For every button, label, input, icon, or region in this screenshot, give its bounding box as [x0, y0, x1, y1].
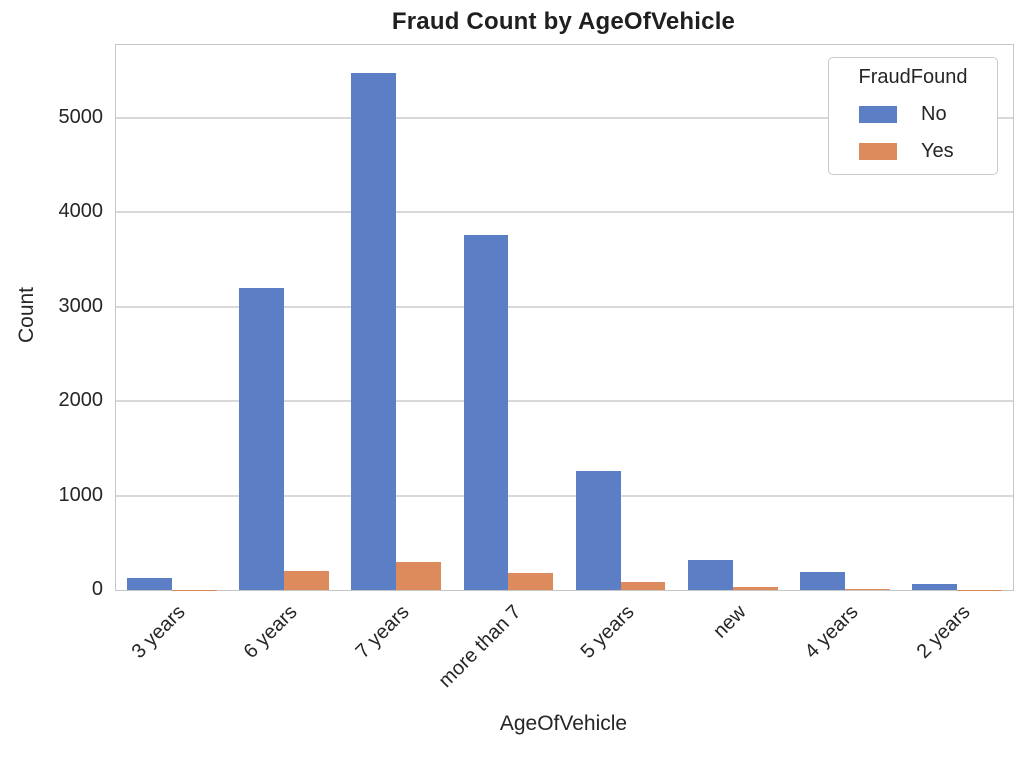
legend-item-yes: Yes	[829, 138, 997, 164]
bar-no-6-years	[239, 287, 285, 590]
bar-no-3-years	[127, 577, 173, 590]
bar-no-7-years	[351, 73, 397, 590]
bar-no-2-years	[912, 583, 957, 590]
gridline-2000	[116, 400, 1013, 403]
legend-item-no: No	[829, 101, 997, 127]
bar-no-more-than-7	[463, 234, 509, 590]
bar-yes-5-years	[620, 581, 666, 590]
y-tick-label-4000: 4000	[58, 200, 104, 223]
gridline-1000	[116, 494, 1013, 497]
bar-yes-4-years	[844, 589, 890, 590]
legend-item-label: No	[921, 102, 947, 125]
y-tick-label-3000: 3000	[58, 294, 104, 317]
bar-no-5-years	[575, 471, 621, 590]
legend-swatch-no	[859, 105, 897, 123]
bar-yes-6-years	[284, 571, 330, 590]
x-axis-label: AgeOfVehicle	[499, 712, 628, 735]
legend-item-label: Yes	[921, 139, 954, 162]
chart-title: Fraud Count by AgeOfVehicle	[391, 8, 736, 35]
y-tick-label-0: 0	[91, 578, 103, 600]
bar-no-4-years	[799, 572, 845, 590]
bar-no-new	[687, 560, 733, 590]
gridline-3000	[116, 305, 1013, 308]
legend-title: FraudFound	[858, 66, 968, 88]
bar-yes-new	[732, 587, 778, 590]
legend-swatch-yes	[859, 142, 897, 160]
legend: FraudFound No Yes	[828, 57, 998, 175]
gridline-4000	[116, 211, 1013, 214]
bar-yes-more-than-7	[508, 573, 554, 590]
y-tick-label-1000: 1000	[58, 483, 104, 506]
y-tick-label-2000: 2000	[58, 389, 104, 412]
bar-yes-7-years	[396, 561, 442, 590]
gridline-5000	[116, 116, 1013, 119]
y-tick-label-5000: 5000	[58, 105, 104, 128]
